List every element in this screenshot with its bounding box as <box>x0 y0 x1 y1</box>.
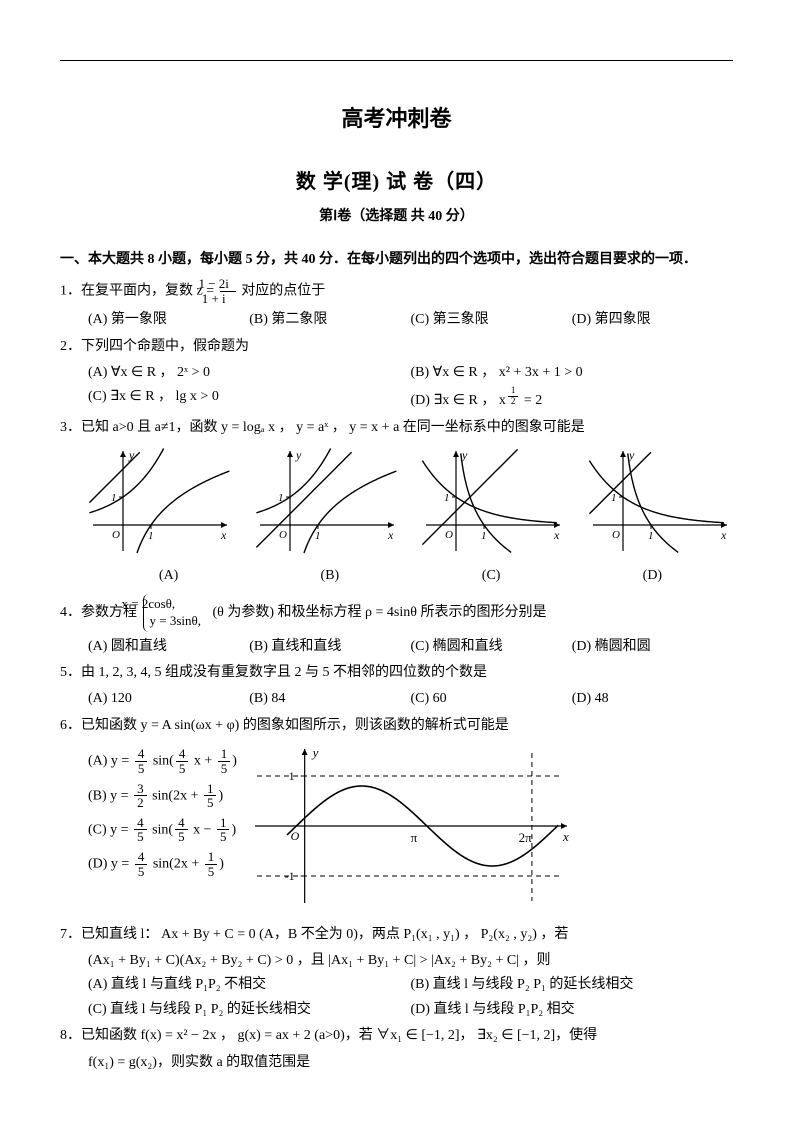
svg-text:O: O <box>445 529 453 541</box>
q4-opt-b: (B) 直线和直线 <box>249 636 410 658</box>
q6-opt-a: (A) y = 45 sin(45 x + 15) <box>88 747 237 775</box>
q7-opt-b: (B) 直线 l 与线段 P₂ P₁ 的延长线相交 <box>411 974 734 996</box>
q3-graph-d: 11Oxy <box>588 445 733 563</box>
q2-opt-d: (D) ∃x ∈ R ， x12 = 2 <box>411 386 734 412</box>
q1-opt-b: (B) 第二象限 <box>249 309 410 331</box>
q6-options: (A) y = 45 sin(45 x + 15) (B) y = 32 sin… <box>88 741 237 884</box>
svg-text:1: 1 <box>148 530 154 542</box>
q6-opt-b: (B) y = 32 sin(2x + 15) <box>88 782 237 810</box>
q6-opt-d: (D) y = 45 sin(2x + 15) <box>88 850 237 878</box>
q3-graph-a: 11Oxy <box>88 445 233 563</box>
q7-opt-d: (D) 直线 l 与线段 P₁P₂ 相交 <box>411 999 734 1021</box>
q8-line1: 8．已知函数 f(x) = x² − 2x ， g(x) = ax + 2 (a… <box>60 1025 733 1047</box>
q5-options: (A) 120 (B) 84 (C) 60 (D) 48 <box>88 688 733 710</box>
svg-text:x: x <box>553 528 560 542</box>
q6: 6．已知函数 y = A sin(ωx + φ) 的图象如图所示，则该函数的解析… <box>60 715 733 737</box>
q7-opt-a: (A) 直线 l 与直线 P₁P₂ 不相交 <box>88 974 411 996</box>
q7-line1: 7．已知直线 l： Ax + By + C = 0 (A，B 不全为 0)，两点… <box>60 924 733 946</box>
q3-graph-c: 11Oxy <box>421 445 566 563</box>
q3-label-a: (A) <box>88 565 249 587</box>
q7-line2: (Ax₁ + By₁ + C)(Ax₂ + By₂ + C) > 0 ，且 |A… <box>88 950 733 972</box>
q2-opt-a: (A) ∀x ∈ R ， 2ˣ > 0 <box>88 362 411 384</box>
q4-opt-c: (C) 椭圆和直线 <box>411 636 572 658</box>
page-subtitle: 数 学(理) 试 卷（四） <box>60 166 733 198</box>
q3-graph-b: 11Oxy <box>255 445 400 563</box>
q2: 2．下列四个命题中，假命题为 <box>60 336 733 358</box>
svg-text:1: 1 <box>481 530 487 542</box>
q2-opt-b: (B) ∀x ∈ R ， x² + 3x + 1 > 0 <box>411 362 734 384</box>
q3-label-c: (C) <box>411 565 572 587</box>
part-heading: 第Ⅰ卷（选择题 共 40 分） <box>60 206 733 228</box>
q6-graph: Oxy1-1π2π <box>247 741 577 919</box>
svg-text:y: y <box>295 448 302 462</box>
svg-text:-1: -1 <box>285 869 295 883</box>
svg-text:1: 1 <box>611 492 617 504</box>
q1-text-b: 对应的点位于 <box>241 283 325 298</box>
q1-opt-a: (A) 第一象限 <box>88 309 249 331</box>
q6-opt-c: (C) y = 45 sin(45 x − 15) <box>88 816 237 844</box>
svg-text:x: x <box>720 528 727 542</box>
q7-row1: (A) 直线 l 与直线 P₁P₂ 不相交 (B) 直线 l 与线段 P₂ P₁… <box>88 974 733 996</box>
q1-fraction: 1 − 2i 1 + i <box>220 277 236 305</box>
svg-text:x: x <box>220 528 227 542</box>
q8-line2: f(x₁) = g(x₂)，则实数 a 的取值范围是 <box>88 1052 733 1074</box>
q1: 1．在复平面内，复数 z = 1 − 2i 1 + i 对应的点位于 <box>60 277 733 305</box>
q2-row1: (A) ∀x ∈ R ， 2ˣ > 0 (B) ∀x ∈ R ， x² + 3x… <box>88 362 733 384</box>
q5: 5．由 1, 2, 3, 4, 5 组成没有重复数字且 2 与 5 不相邻的四位… <box>60 662 733 684</box>
q3: 3．已知 a>0 且 a≠1，函数 y = logₐ x ， y = aˣ ， … <box>60 417 733 439</box>
q5-opt-d: (D) 48 <box>572 688 733 710</box>
q4: 4．参数方程 x = 2cosθ, y = 3sinθ, (θ 为参数) 和极坐… <box>60 594 733 632</box>
q5-opt-a: (A) 120 <box>88 688 249 710</box>
q4-opt-d: (D) 椭圆和圆 <box>572 636 733 658</box>
svg-text:O: O <box>279 529 287 541</box>
q2-opt-c: (C) ∃x ∈ R ， lg x > 0 <box>88 386 411 412</box>
q3-label-d: (D) <box>572 565 733 587</box>
q3-graphs: 11Oxy 11Oxy 11Oxy 11Oxy <box>88 445 733 563</box>
svg-text:y: y <box>311 745 319 760</box>
q4-options: (A) 圆和直线 (B) 直线和直线 (C) 椭圆和直线 (D) 椭圆和圆 <box>88 636 733 658</box>
svg-text:1: 1 <box>315 530 321 542</box>
q3-labels: (A) (B) (C) (D) <box>88 565 733 587</box>
top-rule <box>60 60 733 61</box>
q1-text-a: 1．在复平面内，复数 z = <box>60 283 218 298</box>
page-title: 高考冲刺卷 <box>60 101 733 136</box>
q4-text-b: (θ 为参数) 和极坐标方程 ρ = 4sinθ 所表示的图形分别是 <box>212 605 546 620</box>
svg-text:1: 1 <box>289 769 295 783</box>
q7-opt-c: (C) 直线 l 与线段 P₁ P₂ 的延长线相交 <box>88 999 411 1021</box>
q1-opt-c: (C) 第三象限 <box>411 309 572 331</box>
q4-opt-a: (A) 圆和直线 <box>88 636 249 658</box>
svg-text:O: O <box>612 529 620 541</box>
q4-brace: x = 2cosθ, y = 3sinθ, <box>143 594 205 632</box>
q5-opt-c: (C) 60 <box>411 688 572 710</box>
svg-text:x: x <box>387 528 394 542</box>
q2-row2: (C) ∃x ∈ R ， lg x > 0 (D) ∃x ∈ R ， x12 =… <box>88 386 733 412</box>
q7-row2: (C) 直线 l 与线段 P₁ P₂ 的延长线相交 (D) 直线 l 与线段 P… <box>88 999 733 1021</box>
q3-label-b: (B) <box>249 565 410 587</box>
svg-text:1: 1 <box>444 492 450 504</box>
q5-opt-b: (B) 84 <box>249 688 410 710</box>
svg-text:x: x <box>562 829 569 844</box>
svg-text:π: π <box>411 830 418 845</box>
q1-options: (A) 第一象限 (B) 第二象限 (C) 第三象限 (D) 第四象限 <box>88 309 733 331</box>
svg-text:1: 1 <box>648 530 654 542</box>
q6-body: (A) y = 45 sin(45 x + 15) (B) y = 32 sin… <box>60 741 733 919</box>
svg-text:O: O <box>112 529 120 541</box>
svg-text:2π: 2π <box>519 830 533 845</box>
section-instructions: 一、本大题共 8 小题，每小题 5 分，共 40 分．在每小题列出的四个选项中，… <box>60 249 733 271</box>
q1-opt-d: (D) 第四象限 <box>572 309 733 331</box>
